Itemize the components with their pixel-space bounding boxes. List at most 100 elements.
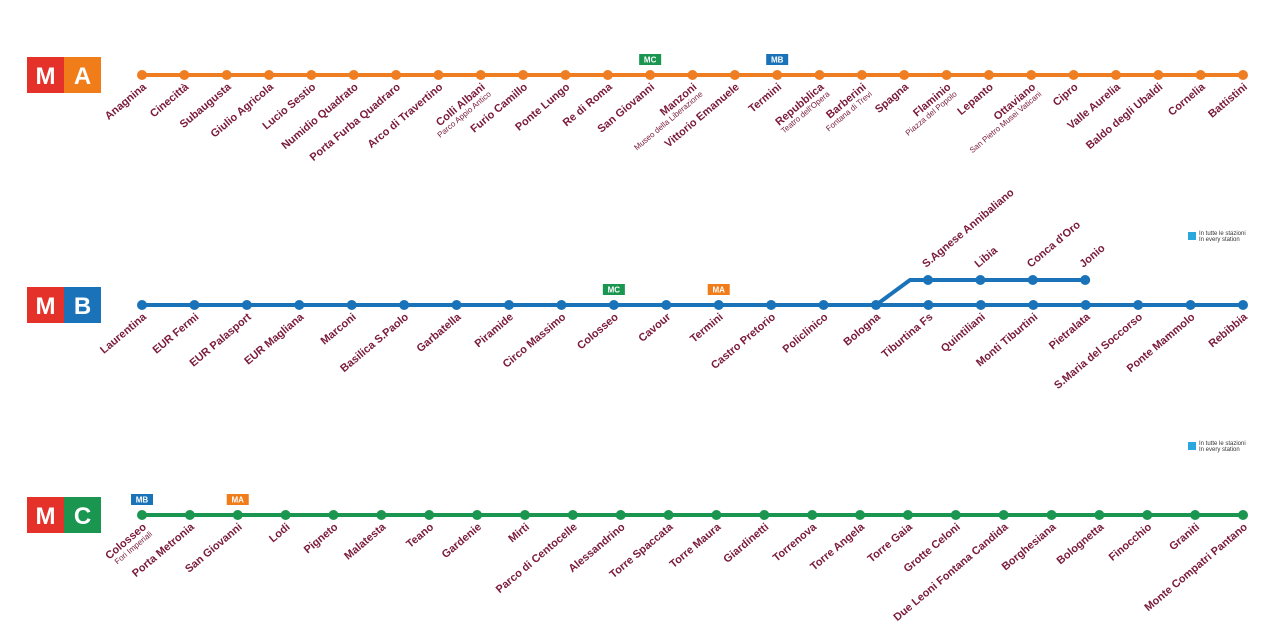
station-label: Baldo degli Ubaldi bbox=[1084, 81, 1165, 152]
station-name: Cipro bbox=[1051, 81, 1081, 109]
station-label: Rebibbia bbox=[1207, 311, 1251, 351]
station-dot bbox=[241, 300, 252, 310]
station-dot bbox=[807, 510, 818, 520]
badge-letter: B bbox=[74, 293, 91, 320]
badge-bg bbox=[64, 57, 101, 93]
station-dot bbox=[189, 300, 200, 310]
note-line1: In tutte le stazioni bbox=[1199, 231, 1246, 237]
station-label: Numidio Quadrato bbox=[279, 81, 360, 152]
station-label: Arco di Travertino bbox=[366, 81, 446, 151]
station-label: Torrenova bbox=[771, 521, 820, 565]
station-name: Cornelia bbox=[1166, 81, 1208, 119]
station-label: Cipro bbox=[1051, 81, 1081, 109]
station-name: Lepanto bbox=[955, 81, 996, 118]
note-line2: In every station bbox=[1199, 447, 1240, 453]
station-dot bbox=[348, 70, 359, 80]
station-dot bbox=[391, 70, 402, 80]
badge-bg bbox=[64, 497, 101, 533]
station-name: Numidio Quadrato bbox=[279, 81, 360, 152]
station-dot bbox=[818, 300, 829, 310]
station-dot bbox=[998, 510, 1009, 520]
station-name: Bolognetta bbox=[1055, 521, 1107, 568]
station-label: Giardinetti bbox=[721, 521, 771, 566]
station-name: Jonio bbox=[1077, 242, 1107, 270]
station-label: Termini bbox=[747, 81, 785, 115]
badge-logo-bg bbox=[27, 57, 64, 93]
station-name: Battistini bbox=[1206, 81, 1250, 120]
branch-track bbox=[874, 278, 1086, 307]
station-dot bbox=[1026, 70, 1037, 80]
station-dot bbox=[902, 510, 913, 520]
badge-bg bbox=[64, 287, 101, 323]
station-dot bbox=[221, 70, 232, 80]
station-dot bbox=[814, 70, 825, 80]
station-dot bbox=[975, 300, 986, 310]
station-label: Graniti bbox=[1167, 521, 1202, 553]
badge-letter: C bbox=[74, 503, 91, 530]
station-dot bbox=[294, 300, 305, 310]
station-name: Laurentina bbox=[98, 311, 149, 357]
transfer-label: MA bbox=[712, 286, 725, 295]
station-dot bbox=[1190, 510, 1201, 520]
station-label: Pietralata bbox=[1047, 311, 1093, 353]
badge-logo-bg bbox=[27, 287, 64, 323]
station-name: Parco di Centocelle bbox=[494, 521, 580, 596]
station-dot bbox=[1027, 275, 1038, 285]
station-dot bbox=[556, 300, 567, 310]
station-name: Pietralata bbox=[1047, 311, 1093, 353]
station-label: Piramide bbox=[473, 311, 516, 350]
station-dot bbox=[759, 510, 770, 520]
station-label: Libia bbox=[973, 244, 1001, 270]
station-dot bbox=[855, 510, 866, 520]
transfer-label: MA bbox=[232, 496, 245, 505]
station-name: Lodi bbox=[267, 521, 293, 545]
station-dot bbox=[615, 510, 626, 520]
station-dot bbox=[232, 510, 243, 520]
station-name: Baldo degli Ubaldi bbox=[1084, 81, 1165, 152]
badge-letter: A bbox=[74, 63, 91, 90]
station-dot bbox=[1028, 300, 1039, 310]
station-dot bbox=[472, 510, 483, 520]
station-name: Arco di Travertino bbox=[366, 81, 446, 151]
station-label: Malatesta bbox=[342, 521, 389, 563]
transfer-badge bbox=[131, 494, 153, 505]
station-dot bbox=[766, 300, 777, 310]
station-dot bbox=[399, 300, 410, 310]
badge-logo-bg bbox=[27, 497, 64, 533]
station-dot bbox=[306, 70, 317, 80]
station-label: Jonio bbox=[1077, 242, 1107, 270]
station-name: Giardinetti bbox=[721, 521, 771, 566]
station-name: Gardenie bbox=[440, 521, 484, 561]
station-label: Cornelia bbox=[1166, 81, 1208, 119]
station-label: Cavour bbox=[636, 311, 673, 345]
station-dot bbox=[346, 300, 357, 310]
station-dot bbox=[983, 70, 994, 80]
station-name: Mirti bbox=[506, 521, 532, 545]
station-label: Termini bbox=[688, 311, 726, 345]
transfer-badge bbox=[226, 494, 249, 505]
station-name: Pigneto bbox=[302, 521, 341, 556]
station-dot bbox=[1142, 510, 1153, 520]
station-name: Tiburtina Fs bbox=[880, 311, 936, 361]
station-name: Torre Maura bbox=[668, 521, 724, 571]
station-name: S.Maria del Soccorso bbox=[1052, 311, 1145, 392]
station-dot bbox=[772, 70, 783, 80]
station-dot bbox=[687, 70, 698, 80]
station-dot bbox=[1238, 510, 1248, 520]
station-dot bbox=[137, 300, 147, 310]
station-label: Torre Gaia bbox=[866, 521, 916, 566]
station-dot bbox=[1110, 70, 1121, 80]
station-dot bbox=[608, 300, 619, 310]
station-label: Garbatella bbox=[415, 311, 465, 355]
station-dot bbox=[1068, 70, 1079, 80]
station-dot bbox=[711, 510, 722, 520]
station-dot bbox=[1080, 300, 1091, 310]
station-name: S.Agnese Annibaliano bbox=[920, 187, 1017, 271]
station-name: Rebibbia bbox=[1207, 311, 1251, 351]
station-label: EUR Fermi bbox=[151, 311, 202, 356]
transfer-badge bbox=[639, 54, 662, 65]
station-name: Garbatella bbox=[415, 311, 465, 355]
station-name: Finocchio bbox=[1107, 521, 1155, 564]
